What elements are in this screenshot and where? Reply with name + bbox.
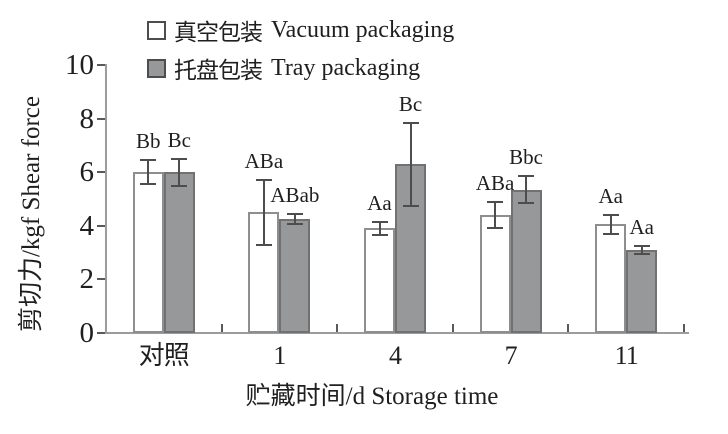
- vacuum-bar-3: [479, 215, 511, 333]
- legend-label-vacuum-zh: 真空包装: [174, 20, 263, 45]
- x-tick: [220, 324, 223, 332]
- y-tick-label: 8: [79, 102, 95, 135]
- x-axis-title: 贮藏时间/d Storage time: [245, 383, 499, 410]
- y-tick-label: 2: [79, 263, 95, 296]
- x-tick-label-3: 7: [504, 341, 518, 370]
- vacuum-error-bar-2: [378, 221, 381, 236]
- tray-bar-1: [279, 219, 311, 333]
- tray-error-cap-bottom-0: [171, 184, 188, 187]
- tray-error-cap-top-0: [171, 157, 188, 160]
- legend-label-tray-zh: 托盘包装: [174, 58, 263, 83]
- y-tick: [97, 64, 105, 66]
- vacuum-sig-label-4: Aa: [598, 184, 623, 209]
- vacuum-bar-2: [364, 228, 395, 333]
- tray-bar-0: [163, 172, 195, 333]
- vacuum-error-cap-bottom-3: [487, 227, 504, 230]
- tray-error-cap-top-1: [286, 212, 303, 215]
- vacuum-error-cap-bottom-0: [140, 183, 157, 186]
- tray-sig-label-3: Bbc: [509, 145, 543, 170]
- vacuum-bar-0: [132, 172, 164, 333]
- x-tick-label-1: 1: [273, 341, 286, 370]
- vacuum-sig-label-2: Aa: [367, 190, 392, 215]
- tray-error-cap-bottom-1: [286, 223, 303, 226]
- tray-error-bar-3: [525, 176, 528, 204]
- tray-error-cap-top-2: [402, 121, 419, 124]
- vacuum-error-cap-bottom-4: [602, 232, 619, 235]
- vacuum-error-cap-bottom-2: [371, 234, 388, 237]
- tray-error-cap-top-3: [518, 175, 535, 178]
- chart-legend: 真空包装 Vacuum packaging 托盘包装 Tray packagin…: [147, 13, 454, 85]
- y-tick: [97, 171, 105, 174]
- tray-sig-label-1: ABab: [270, 182, 320, 207]
- tray-error-bar-0: [178, 158, 181, 186]
- legend-swatch-tray-icon: [147, 58, 166, 78]
- tray-sig-label-2: Bc: [398, 91, 423, 116]
- tray-error-cap-bottom-2: [402, 204, 419, 207]
- x-tick-label-2: 4: [389, 341, 402, 370]
- vacuum-error-cap-top-1: [255, 179, 272, 182]
- tray-error-bar-4: [640, 245, 643, 254]
- tray-bar-3: [510, 189, 542, 333]
- vacuum-error-cap-bottom-1: [255, 243, 272, 246]
- y-tick-label: 10: [65, 49, 94, 81]
- x-tick-label-0: 对照: [138, 341, 190, 370]
- vacuum-error-cap-top-0: [140, 159, 157, 162]
- y-tick-label: 0: [79, 317, 95, 349]
- y-tick: [97, 224, 105, 227]
- vacuum-error-cap-top-4: [602, 214, 619, 217]
- tray-error-cap-top-4: [633, 244, 650, 247]
- y-tick-label: 6: [79, 156, 95, 189]
- legend-swatch-vacuum-icon: [147, 20, 166, 40]
- vacuum-error-cap-top-3: [487, 200, 504, 203]
- vacuum-error-bar-3: [494, 201, 497, 229]
- y-tick: [97, 332, 105, 334]
- legend-label-vacuum-en: Vacuum packaging: [271, 16, 455, 43]
- y-tick: [97, 117, 105, 120]
- vacuum-sig-label-3: ABa: [475, 170, 515, 195]
- vacuum-bar-4: [595, 224, 627, 333]
- tray-error-cap-bottom-3: [518, 202, 535, 205]
- x-tick: [451, 324, 454, 332]
- tray-error-bar-2: [409, 122, 412, 206]
- tray-error-cap-bottom-4: [633, 252, 650, 255]
- vacuum-sig-label-1: ABa: [244, 149, 284, 174]
- vacuum-error-cap-top-2: [371, 220, 388, 223]
- x-tick: [567, 324, 570, 332]
- x-tick-label-4: 11: [614, 341, 639, 370]
- x-axis-line: [105, 332, 689, 334]
- legend-item-tray: 托盘包装 Tray packaging: [147, 51, 454, 85]
- y-axis-line: [105, 64, 107, 334]
- tray-error-bar-1: [293, 213, 296, 225]
- vacuum-error-bar-4: [609, 215, 612, 234]
- y-tick-label: 4: [79, 209, 95, 242]
- tray-bar-4: [626, 249, 658, 333]
- tray-sig-label-0: Bc: [167, 127, 191, 152]
- tray-sig-label-4: Aa: [629, 214, 654, 239]
- vacuum-error-bar-1: [262, 180, 265, 245]
- legend-label-tray-en: Tray packaging: [271, 54, 421, 81]
- vacuum-sig-label-0: Bb: [136, 129, 161, 154]
- x-tick: [683, 324, 685, 332]
- vacuum-error-bar-0: [147, 160, 150, 185]
- y-tick: [97, 278, 105, 281]
- x-tick: [336, 324, 339, 332]
- legend-item-vacuum: 真空包装 Vacuum packaging: [147, 13, 454, 47]
